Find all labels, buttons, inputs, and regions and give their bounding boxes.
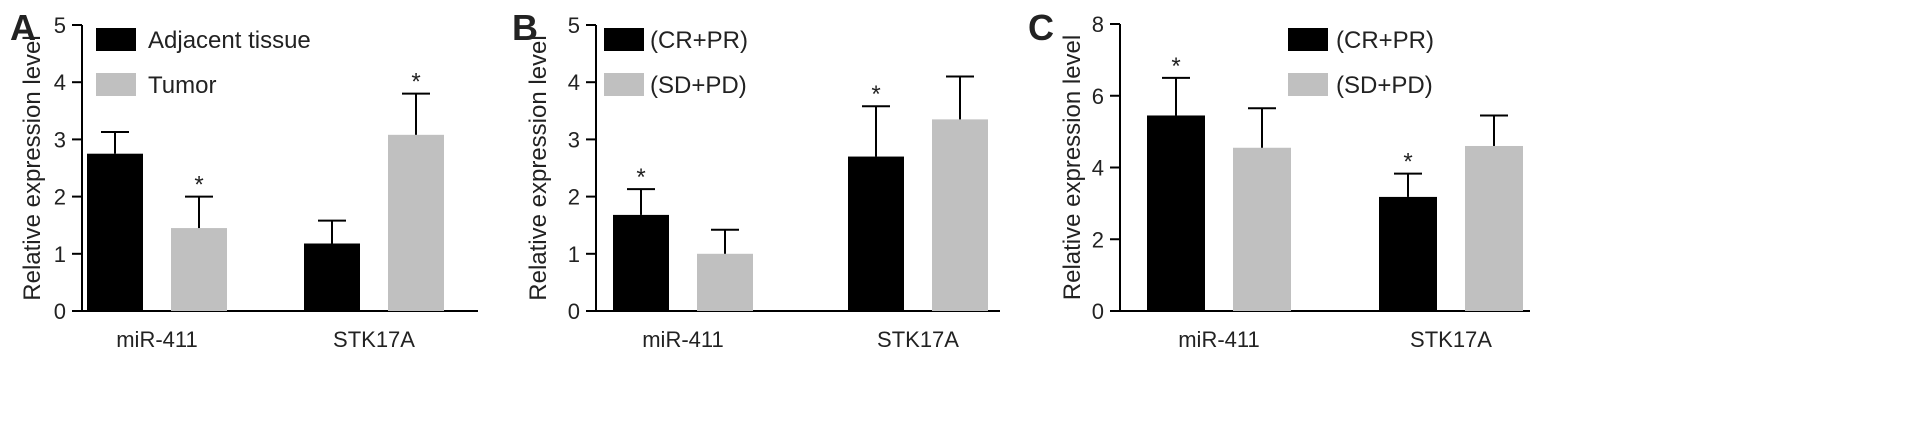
y-tick-label: 6 (1092, 84, 1104, 109)
bar-stk17a-series1 (1379, 196, 1437, 311)
bar-mir-411-series2 (171, 228, 227, 311)
y-tick-label: 3 (568, 127, 580, 152)
bar-stk17a-series1 (304, 243, 360, 311)
y-tick-label: 4 (54, 70, 66, 95)
y-tick-label: 5 (54, 13, 66, 38)
legend-label: (CR+PR) (650, 27, 748, 54)
bar-mir-411-series2 (1233, 147, 1291, 311)
bar-stk17a-series1 (848, 156, 904, 311)
panel-letter: A (10, 7, 36, 48)
y-tick-label: 2 (54, 185, 66, 210)
legend-label: (CR+PR) (1336, 27, 1434, 54)
legend-label: Adjacent tissue (148, 27, 311, 54)
y-tick-label: 2 (1092, 227, 1104, 252)
bar-stk17a-series2 (1465, 145, 1523, 311)
bar-mir-411-series1 (1147, 115, 1205, 311)
legend-label: Tumor (148, 72, 216, 99)
significance-star: * (636, 164, 645, 191)
y-axis-label: Relative expression level (1059, 35, 1086, 300)
x-tick-label-mir-411: miR-411 (1178, 327, 1260, 352)
y-tick-label: 1 (54, 242, 66, 267)
significance-star: * (871, 81, 880, 108)
significance-star: * (411, 69, 420, 96)
legend-swatch (96, 28, 136, 51)
legend-swatch (604, 28, 644, 51)
bar-mir-411-series2 (697, 253, 753, 311)
y-tick-label: 3 (54, 127, 66, 152)
y-tick-label: 8 (1092, 12, 1104, 37)
bar-mir-411-series1 (87, 153, 143, 311)
bar-stk17a-series2 (388, 134, 444, 311)
panel-letter: C (1028, 7, 1054, 48)
legend-swatch (96, 73, 136, 96)
y-tick-label: 0 (1092, 299, 1104, 324)
y-tick-label: 0 (568, 299, 580, 324)
x-tick-label-stk17a: STK17A (1410, 327, 1492, 352)
y-axis-label: Relative expression level (19, 35, 46, 300)
y-axis-label: Relative expression level (525, 35, 552, 300)
x-tick-label-stk17a: STK17A (333, 327, 415, 352)
significance-star: * (194, 172, 203, 199)
significance-star: * (1403, 149, 1412, 176)
x-tick-label-mir-411: miR-411 (116, 327, 198, 352)
bar-mir-411-series1 (613, 214, 669, 311)
y-tick-label: 4 (1092, 156, 1104, 181)
y-tick-label: 4 (568, 70, 580, 95)
y-tick-label: 1 (568, 242, 580, 267)
y-tick-label: 0 (54, 299, 66, 324)
legend-swatch (1288, 73, 1328, 96)
x-tick-label-stk17a: STK17A (877, 327, 959, 352)
legend-swatch (604, 73, 644, 96)
legend-swatch (1288, 28, 1328, 51)
panel-letter: B (512, 7, 538, 48)
legend-label: (SD+PD) (1336, 72, 1433, 99)
legend-label: (SD+PD) (650, 72, 747, 99)
y-tick-label: 2 (568, 185, 580, 210)
significance-star: * (1171, 53, 1180, 80)
x-tick-label-mir-411: miR-411 (642, 327, 724, 352)
y-tick-label: 5 (568, 13, 580, 38)
bar-stk17a-series2 (932, 119, 988, 311)
